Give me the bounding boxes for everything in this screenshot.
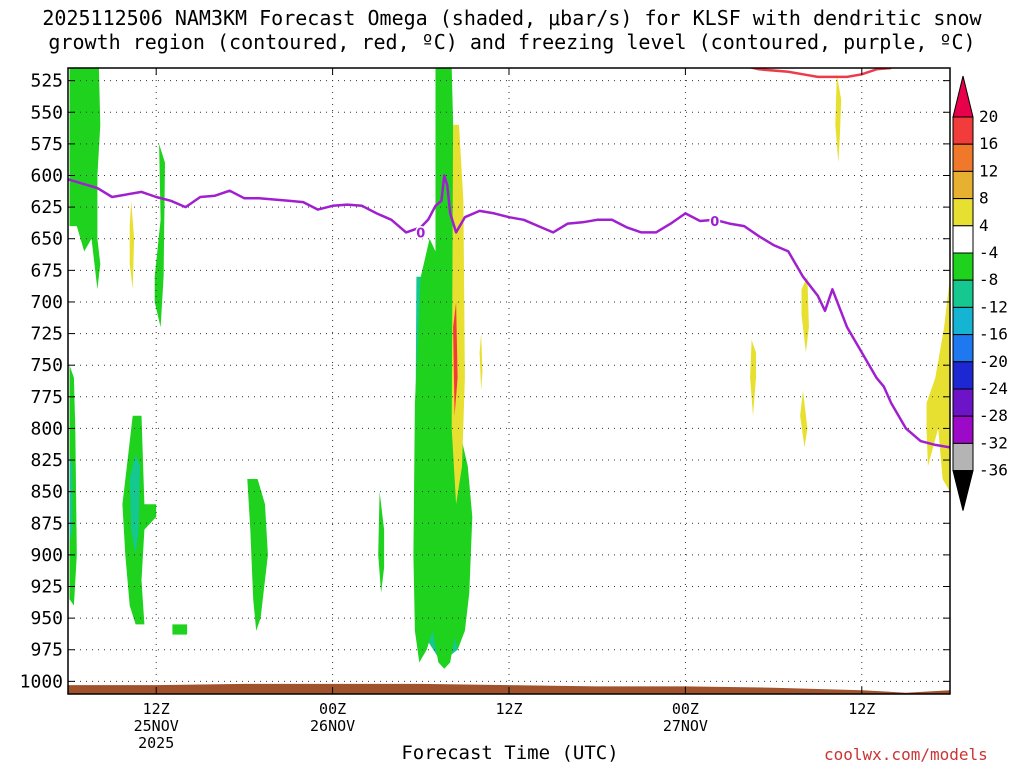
colorbar-bottom-arrow	[952, 470, 974, 511]
colorbar-label: -36	[979, 461, 1008, 480]
x-tick-label: 12Z	[143, 700, 170, 718]
y-tick-label: 600	[30, 165, 63, 186]
omega-region-green-dot-13	[172, 624, 188, 635]
y-tick-label: 525	[30, 71, 63, 92]
chart-title: 2025112506 NAM3KM Forecast Omega (shaded…	[0, 6, 1024, 54]
colorbar-swatch	[952, 252, 974, 281]
freezing-level-label: 0	[416, 226, 425, 241]
y-tick-label: 775	[30, 387, 63, 408]
colorbar-swatch	[952, 306, 974, 336]
omega-shading	[69, 68, 950, 669]
y-tick-label: 675	[30, 260, 63, 281]
y-tick-label: 875	[30, 513, 63, 534]
y-tick-label: 625	[30, 197, 63, 218]
colorbar-swatch	[952, 415, 974, 444]
colorbar-label: -8	[979, 270, 998, 289]
omega-region-teal-10-lobe	[129, 453, 140, 555]
omega-region-yellow-33	[479, 333, 483, 391]
omega-region-yellow-spot-10	[129, 200, 135, 290]
x-tick-label: 2025	[138, 734, 174, 752]
y-tick-label: 800	[30, 418, 63, 439]
omega-region-yellow-right	[926, 276, 950, 492]
colorbar-label: -12	[979, 297, 1008, 316]
colorbar-swatch	[952, 442, 974, 472]
colorbar-swatch	[952, 116, 974, 145]
credit-link[interactable]: coolwx.com/models	[824, 745, 988, 764]
omega-region-main-green	[413, 68, 473, 669]
y-tick-label: 1000	[20, 671, 63, 692]
contour-lines: 00	[68, 68, 950, 449]
x-tick-label: 26NOV	[310, 717, 355, 735]
omega-region-yellow-58	[835, 74, 842, 163]
y-tick-label: 825	[30, 450, 63, 471]
colorbar-label: 16	[979, 134, 998, 153]
colorbar-label: -4	[979, 243, 998, 262]
colorbar-swatch	[952, 361, 974, 390]
x-tick-label: 00Z	[672, 700, 699, 718]
colorbar-label: -32	[979, 433, 1008, 452]
chart-title-line2: growth region (contoured, red, ºC) and f…	[48, 30, 976, 54]
omega-region-left-teal-lower	[69, 453, 73, 543]
colorbar-label: -16	[979, 325, 1008, 344]
y-tick-label: 750	[30, 355, 63, 376]
y-tick-label: 850	[30, 482, 63, 503]
freezing-level-line	[68, 174, 950, 449]
y-tick-label: 700	[30, 292, 63, 313]
omega-region-red-sliver	[453, 302, 458, 416]
y-tick-label: 550	[30, 102, 63, 123]
colorbar-label: -24	[979, 379, 1008, 398]
x-tick-label: 25NOV	[134, 717, 179, 735]
y-tick-label: 650	[30, 229, 63, 250]
x-tick-label: 12Z	[495, 700, 522, 718]
colorbar-swatch	[952, 388, 974, 417]
y-tick-label: 725	[30, 324, 63, 345]
plot-area: 00	[68, 68, 950, 694]
x-tick-label: 00Z	[319, 700, 346, 718]
colorbar-label: 8	[979, 189, 989, 208]
y-tick-label: 950	[30, 608, 63, 629]
colorbar-swatch	[952, 170, 974, 200]
colorbar-label: -28	[979, 406, 1008, 425]
y-axis: 525 550 575 600 625 650 675 700 725 750 775 800 825 8…	[20, 71, 950, 692]
omega-region-yellow-56b	[800, 390, 808, 448]
colorbar-label: 12	[979, 161, 998, 180]
colorbar-swatch	[952, 279, 974, 308]
omega-region-yellow-56	[801, 276, 809, 353]
freezing-level-label: 0	[710, 215, 719, 230]
colorbar-swatch	[952, 198, 974, 227]
omega-region-green-18	[247, 479, 268, 631]
omega-region-green-streak-11	[154, 143, 165, 328]
chart-title-line1: 2025112506 NAM3KM Forecast Omega (shaded…	[42, 6, 982, 30]
colorbar-swatch	[952, 143, 974, 172]
omega-region-left-green-upper	[69, 68, 101, 290]
dgz-contour-line	[747, 68, 892, 79]
y-tick-label: 900	[30, 545, 63, 566]
y-tick-label: 575	[30, 134, 63, 155]
omega-region-green-27	[378, 491, 385, 593]
x-tick-label: 12Z	[848, 700, 875, 718]
colorbar-swatch	[952, 225, 974, 254]
x-tick-label: 27NOV	[663, 717, 708, 735]
omega-region-green-10-lobe	[122, 415, 157, 625]
y-tick-label: 925	[30, 577, 63, 598]
colorbar-top-arrow	[952, 75, 974, 118]
grid-lines	[68, 68, 950, 694]
x-axis-label: Forecast Time (UTC)	[401, 742, 619, 764]
y-tick-label: 975	[30, 640, 63, 661]
omega-region-left-green-lower	[69, 365, 77, 606]
colorbar-swatch	[952, 334, 974, 363]
colorbar-label: 4	[979, 216, 989, 235]
colorbar: 20 16 12 8 4 -4 -8 -12 -16 -20 -24 -28 -32 -36	[952, 75, 1008, 511]
omega-region-yellow-52	[750, 339, 756, 416]
colorbar-label: 20	[979, 107, 998, 126]
colorbar-label: -20	[979, 352, 1008, 371]
